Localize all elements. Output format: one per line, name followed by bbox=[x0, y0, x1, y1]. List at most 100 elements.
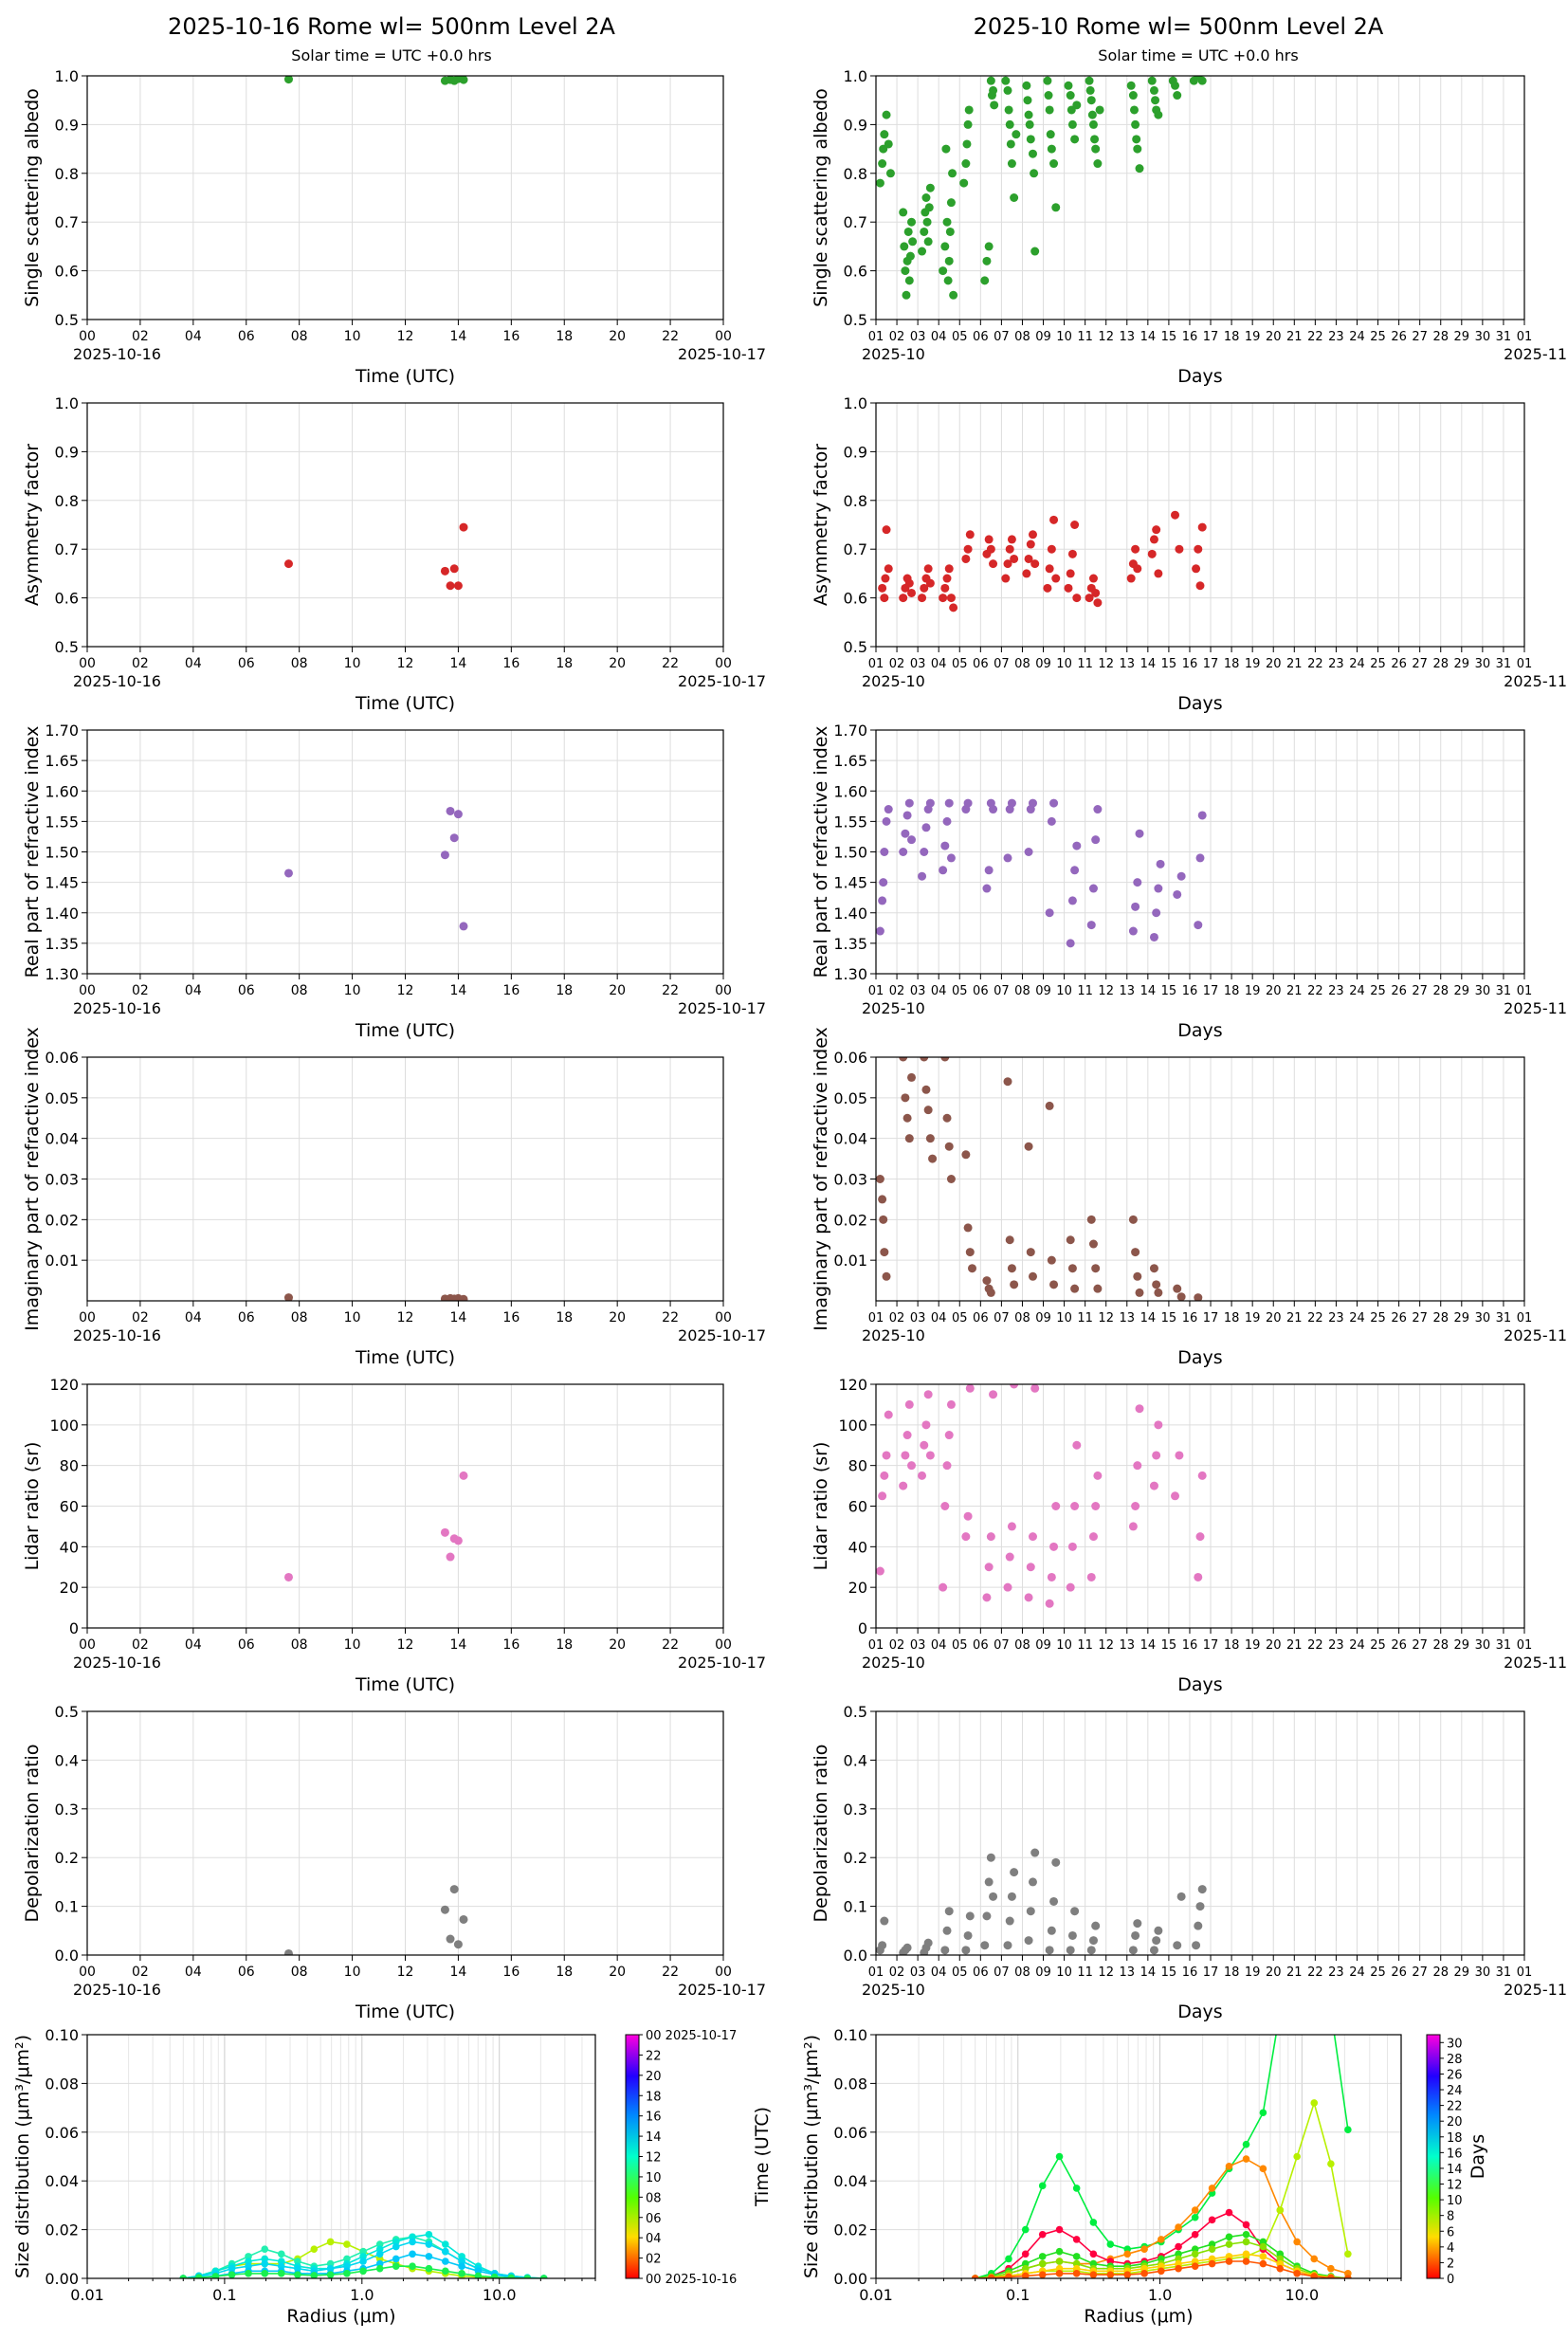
data-point bbox=[1197, 76, 1207, 85]
data-point bbox=[1001, 76, 1011, 85]
y-tick-label: 40 bbox=[848, 1538, 867, 1556]
data-point bbox=[899, 594, 908, 603]
colorbar-tick-label: 02 bbox=[646, 2253, 662, 2267]
data-point bbox=[1195, 853, 1205, 863]
x-tick-label: 06 bbox=[973, 330, 989, 344]
data-point bbox=[1047, 544, 1056, 554]
data-point bbox=[1194, 1572, 1203, 1581]
data-point bbox=[882, 816, 891, 826]
x-tick-label: 17 bbox=[1203, 1638, 1219, 1653]
data-point bbox=[283, 559, 293, 569]
data-point bbox=[964, 105, 974, 115]
y-tick-label: 0.05 bbox=[45, 1089, 79, 1107]
x-tick-label: 01 bbox=[868, 657, 884, 671]
y-tick-label: 0.7 bbox=[55, 540, 79, 558]
data-point bbox=[928, 1154, 938, 1163]
x-tick-label: 22 bbox=[662, 1310, 679, 1325]
data-point bbox=[1091, 588, 1101, 597]
sd-daily-series bbox=[179, 2230, 548, 2278]
data-point bbox=[1154, 110, 1163, 119]
y-tick-label: 0.8 bbox=[844, 165, 867, 183]
data-point bbox=[1133, 1919, 1142, 1929]
data-point bbox=[900, 242, 909, 251]
data-point bbox=[1024, 1142, 1033, 1151]
data-point bbox=[1003, 853, 1012, 863]
data-point bbox=[459, 522, 468, 532]
x-tick-label: 21 bbox=[1286, 1638, 1303, 1653]
x-tick-label: 10 bbox=[344, 329, 361, 344]
left-title: 2025-10-16 Rome wl= 500nm Level 2A bbox=[168, 13, 615, 40]
data-point bbox=[942, 1926, 952, 1935]
x-axis-label: Time (UTC) bbox=[355, 2002, 455, 2022]
x-tick-label: 06 bbox=[973, 1965, 989, 1980]
x-tick-label: 09 bbox=[1035, 1638, 1051, 1653]
data-point bbox=[986, 1853, 995, 1862]
data-point bbox=[1028, 149, 1037, 158]
data-point bbox=[459, 1471, 468, 1480]
sd-daily-panel: 0.01 0.1 1.0 10.0 0.00 0.02 0.04 0.06 0.08 0.10 Ra… bbox=[12, 2026, 596, 2327]
x-tick-label: 06 bbox=[238, 1310, 255, 1325]
x-axis-label: Time (UTC) bbox=[355, 1347, 455, 1368]
data-point bbox=[903, 1943, 912, 1952]
x-tick-label: 12 bbox=[397, 1310, 414, 1325]
y-tick-label: 20 bbox=[848, 1579, 867, 1597]
data-point bbox=[878, 159, 887, 169]
y-tick-label: 1.45 bbox=[833, 874, 867, 892]
data-point bbox=[1171, 1491, 1180, 1501]
data-point bbox=[884, 564, 893, 574]
series-point bbox=[1259, 2109, 1267, 2117]
series-point bbox=[1072, 2236, 1081, 2243]
series-point bbox=[458, 2262, 465, 2270]
series-point bbox=[359, 2267, 367, 2276]
data-point bbox=[920, 848, 929, 856]
data-point bbox=[1030, 1848, 1040, 1857]
data-point bbox=[1176, 871, 1186, 881]
x-tick-label: 06 bbox=[238, 983, 255, 998]
x-tick-label: 20 bbox=[1266, 1311, 1282, 1325]
series-point bbox=[425, 2253, 433, 2260]
x-tick-label: 20 bbox=[1266, 330, 1282, 344]
colorbar-tick-label: 18 bbox=[646, 2090, 662, 2104]
x-tick-label: 02 bbox=[889, 984, 905, 998]
series-point bbox=[1072, 2270, 1081, 2277]
x-tick-label: 10 bbox=[1056, 984, 1072, 998]
y-tick-label: 1.65 bbox=[45, 752, 79, 770]
x-tick-label: 11 bbox=[1077, 1638, 1093, 1653]
data-point bbox=[446, 1552, 455, 1562]
data-point bbox=[1045, 564, 1054, 574]
data-point bbox=[982, 884, 992, 893]
y-tick-label: 0.5 bbox=[844, 1703, 867, 1721]
x-tick-label: 11 bbox=[1077, 330, 1093, 344]
data-point bbox=[905, 251, 915, 261]
x-tick-label: 13 bbox=[1120, 1965, 1136, 1980]
data-point bbox=[1091, 1921, 1101, 1930]
data-point bbox=[876, 926, 884, 936]
y-axis-label: Lidar ratio (sr) bbox=[22, 1442, 43, 1571]
x-tick-label: 15 bbox=[1161, 1638, 1177, 1653]
data-point bbox=[920, 583, 929, 593]
real-monthly-panel: 01 02 03 04 05 06 07 08 09 10 11 12 13 14 15 16 17 18 19 20… bbox=[811, 722, 1567, 1041]
series-point bbox=[1089, 2250, 1098, 2258]
x-tick-label: 02 bbox=[132, 1965, 149, 1980]
colorbar-tick-label: 16 bbox=[646, 2111, 662, 2125]
x-tick-label: 31 bbox=[1496, 1638, 1512, 1653]
x-tick-label: 28 bbox=[1432, 1638, 1449, 1653]
data-point bbox=[1066, 1582, 1075, 1592]
data-point bbox=[1085, 594, 1094, 603]
data-point bbox=[1132, 135, 1141, 144]
colorbar-tick-label: 6 bbox=[1447, 2225, 1454, 2239]
series-point bbox=[1175, 2223, 1182, 2231]
y-tick-label: 0.5 bbox=[55, 1703, 79, 1721]
series-point bbox=[490, 2273, 499, 2278]
x-tick-label: 12 bbox=[397, 329, 414, 344]
x-tick-label: 09 bbox=[1035, 984, 1051, 998]
data-point bbox=[899, 208, 908, 217]
x-tick-label: 01 bbox=[868, 984, 884, 998]
series-point bbox=[1208, 2216, 1216, 2224]
x-tick-label: 04 bbox=[185, 1965, 202, 1980]
y-tick-label: 0.02 bbox=[45, 2221, 79, 2239]
y-tick-label: 1.70 bbox=[833, 722, 867, 740]
x-tick-label: 00 bbox=[715, 983, 732, 998]
data-point bbox=[1026, 1907, 1035, 1916]
